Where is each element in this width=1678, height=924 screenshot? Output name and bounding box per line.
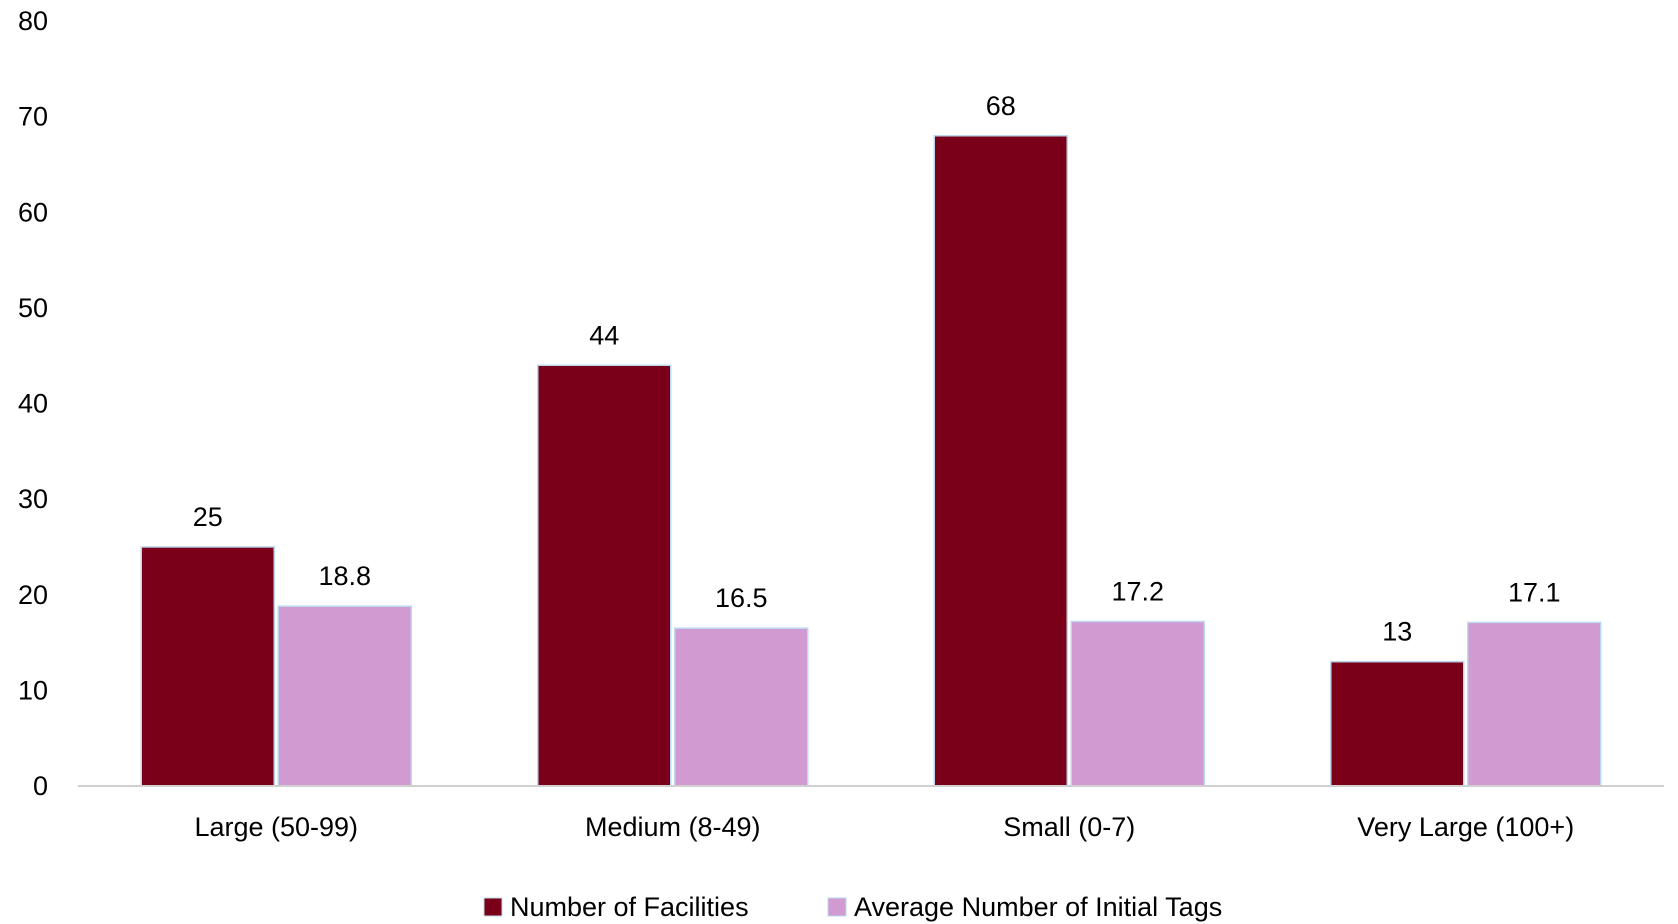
- legend-label-avg-tags: Average Number of Initial Tags: [854, 892, 1222, 922]
- facilities-bar: [933, 135, 1068, 787]
- avg-tags-bar: [277, 605, 412, 787]
- x-category-label: Large (50-99): [194, 812, 358, 842]
- facilities-bar: [1330, 660, 1465, 787]
- facilities-data-label: 68: [986, 91, 1016, 121]
- x-category-label: Medium (8-49): [585, 812, 761, 842]
- legend: Number of Facilities Average Number of In…: [483, 892, 1222, 922]
- y-tick-label: 70: [18, 102, 48, 132]
- facilities-data-label: 13: [1382, 617, 1412, 647]
- y-tick-label: 80: [18, 6, 48, 36]
- facilities-data-label: 44: [589, 320, 619, 350]
- avg-tags-data-label: 16.5: [715, 583, 768, 613]
- facilities-bar: [140, 546, 275, 787]
- avg-tags-data-label: 18.8: [318, 561, 371, 591]
- x-category-label: Small (0-7): [1003, 812, 1135, 842]
- legend-swatch-avg-tags: [827, 897, 847, 917]
- y-tick-label: 0: [33, 771, 48, 801]
- y-axis: 0 10 20 30 40 50 60 70 80: [18, 6, 48, 801]
- avg-tags-data-label: 17.2: [1111, 577, 1164, 607]
- x-axis: Large (50-99) Medium (8-49) Small (0-7) Ver…: [194, 812, 1574, 842]
- avg-tags-data-label: 17.1: [1508, 577, 1561, 607]
- facilities-data-label: 25: [193, 502, 223, 532]
- y-tick-label: 40: [18, 389, 48, 419]
- y-tick-label: 50: [18, 293, 48, 323]
- legend-swatch-facilities: [483, 897, 503, 917]
- y-tick-label: 30: [18, 484, 48, 514]
- avg-tags-bar: [1070, 620, 1205, 787]
- y-tick-label: 60: [18, 197, 48, 227]
- facilities-bar: [537, 364, 672, 787]
- bars-group: [140, 135, 1602, 787]
- x-category-label: Very Large (100+): [1357, 812, 1574, 842]
- avg-tags-bar: [674, 627, 809, 787]
- data-labels-group: 25 18.8 44 16.5 68 17.2 13 17.1: [193, 91, 1561, 647]
- legend-label-facilities: Number of Facilities: [510, 892, 749, 922]
- y-tick-label: 20: [18, 580, 48, 610]
- y-tick-label: 10: [18, 675, 48, 705]
- avg-tags-bar: [1467, 621, 1602, 787]
